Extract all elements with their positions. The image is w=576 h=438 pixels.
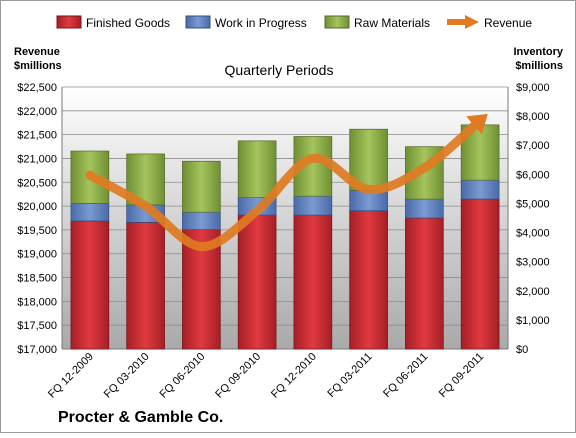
- left-tick-label: $18,000: [17, 296, 57, 308]
- right-axis-label-line1: Inventory: [513, 46, 563, 58]
- legend-swatch-raw-materials: [325, 16, 349, 28]
- legend-swatch-finished-goods: [57, 16, 81, 28]
- left-axis-label-line1: Revenue: [14, 46, 60, 58]
- chart-title: Quarterly Periods: [225, 62, 334, 78]
- right-tick-label: $6,000: [516, 169, 550, 181]
- right-tick-label: $2,000: [516, 286, 550, 298]
- left-tick-label: $20,000: [17, 201, 57, 213]
- right-tick-label: $1,000: [516, 315, 550, 327]
- left-axis-label-line2: $millions: [14, 60, 62, 72]
- left-tick-label: $17,500: [17, 320, 57, 332]
- bar-work-in-progress: [71, 203, 109, 220]
- bar-finished-goods: [461, 199, 499, 349]
- bar-finished-goods: [127, 222, 165, 349]
- right-axis-label-line2: $millions: [515, 60, 563, 72]
- right-tick-label: $9,000: [516, 82, 550, 94]
- left-tick-label: $19,000: [17, 249, 57, 261]
- left-tick-label: $18,500: [17, 273, 57, 285]
- bar-raw-materials: [238, 141, 276, 198]
- left-tick-label: $19,500: [17, 225, 57, 237]
- right-tick-label: $5,000: [516, 198, 550, 210]
- legend-swatch-work-in-progress: [186, 16, 210, 28]
- left-tick-label: $21,500: [17, 130, 57, 142]
- bar-finished-goods: [71, 221, 109, 349]
- right-tick-label: $0: [516, 344, 528, 356]
- bar-finished-goods: [294, 215, 332, 349]
- bar-work-in-progress: [405, 199, 443, 218]
- right-tick-label: $3,000: [516, 257, 550, 269]
- bar-work-in-progress: [182, 212, 220, 229]
- bar-raw-materials: [182, 161, 220, 212]
- left-tick-label: $17,000: [17, 344, 57, 356]
- bar-finished-goods: [238, 215, 276, 349]
- left-tick-label: $20,500: [17, 177, 57, 189]
- bar-work-in-progress: [294, 196, 332, 215]
- legend-label-revenue: Revenue: [484, 16, 532, 30]
- bar-work-in-progress: [461, 180, 499, 199]
- left-tick-label: $22,000: [17, 106, 57, 118]
- legend-label-finished-goods: Finished Goods: [86, 16, 170, 30]
- legend-label-raw-materials: Raw Materials: [354, 16, 430, 30]
- right-tick-label: $7,000: [516, 140, 550, 152]
- bar-finished-goods: [405, 218, 443, 349]
- left-tick-label: $22,500: [17, 82, 57, 94]
- right-tick-label: $8,000: [516, 111, 550, 123]
- left-tick-label: $21,000: [17, 153, 57, 165]
- company-name: Procter & Gamble Co.: [58, 409, 223, 426]
- bar-finished-goods: [350, 211, 388, 349]
- right-tick-label: $4,000: [516, 228, 550, 240]
- legend-label-work-in-progress: Work in Progress: [215, 16, 307, 30]
